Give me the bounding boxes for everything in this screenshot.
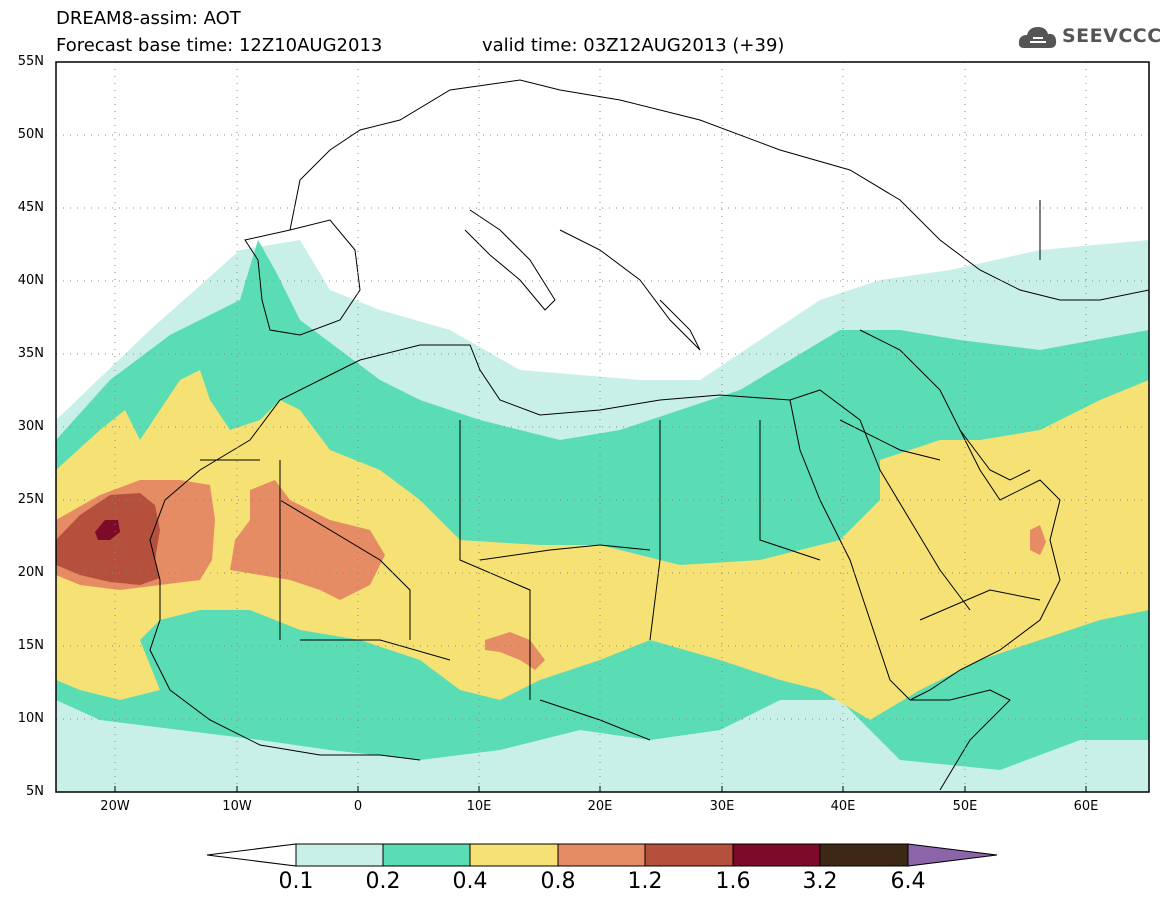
lon-label: 10W — [222, 799, 252, 814]
colorbar-label: 1.6 — [715, 869, 751, 894]
lon-label: 0 — [353, 799, 363, 814]
lon-label: 20E — [587, 799, 613, 814]
grid-lines — [56, 62, 1149, 792]
coastline-iberia — [244, 219, 361, 336]
lon-label: 20W — [100, 799, 130, 814]
lon-label: 40E — [830, 799, 856, 814]
lon-label: 10E — [466, 799, 492, 814]
colorbar-label: 6.4 — [890, 869, 926, 894]
lat-label: 40N — [17, 273, 44, 288]
lon-label: 60E — [1073, 799, 1099, 814]
chart-title: DREAM8-assim: AOT — [56, 8, 241, 29]
lat-label: 10N — [17, 711, 44, 726]
coastline-red-sea — [789, 389, 971, 701]
coastline-west-africa — [149, 439, 421, 761]
coastline-italy — [464, 209, 556, 311]
colorbar-label: 0.1 — [278, 869, 314, 894]
valid-time: valid time: 03Z12AUG2013 (+39) — [482, 35, 785, 56]
lat-label: 55N — [17, 54, 44, 69]
forecast-base-time: Forecast base time: 12Z10AUG2013 — [56, 35, 383, 56]
colorbar-label: 1.2 — [627, 869, 663, 894]
lat-label: 25N — [17, 492, 44, 507]
map-frame — [55, 61, 1150, 793]
lat-label: 50N — [17, 127, 44, 142]
lat-label: 35N — [17, 346, 44, 361]
lat-label: 20N — [17, 565, 44, 580]
cloud-logo-icon — [1018, 27, 1057, 48]
colorbar-label: 0.4 — [452, 869, 488, 894]
lon-label: 50E — [952, 799, 978, 814]
coastline-gulf — [959, 429, 1031, 481]
logo-text: SEEVCCC — [1062, 25, 1162, 47]
aot-level-1-6 — [95, 520, 120, 540]
coastline-north-africa — [249, 344, 821, 441]
colorbar-label: 0.2 — [365, 869, 401, 894]
coastline-arabia — [859, 329, 1061, 701]
lat-label: 15N — [17, 638, 44, 653]
aot-level-0-8-d — [1030, 525, 1046, 555]
lon-label: 30E — [709, 799, 735, 814]
colorbar-label: 0.8 — [540, 869, 576, 894]
lat-label: 30N — [17, 419, 44, 434]
lat-label: 45N — [17, 200, 44, 215]
colorbar-label: 3.2 — [802, 869, 838, 894]
coastline-balkans — [559, 229, 701, 351]
tick-marks — [114, 786, 1087, 792]
coastline-europe — [289, 79, 1149, 301]
lat-label: 5N — [26, 784, 44, 799]
aot-level-0-4 — [56, 370, 1149, 720]
aot-level-0-8-b — [230, 480, 385, 600]
